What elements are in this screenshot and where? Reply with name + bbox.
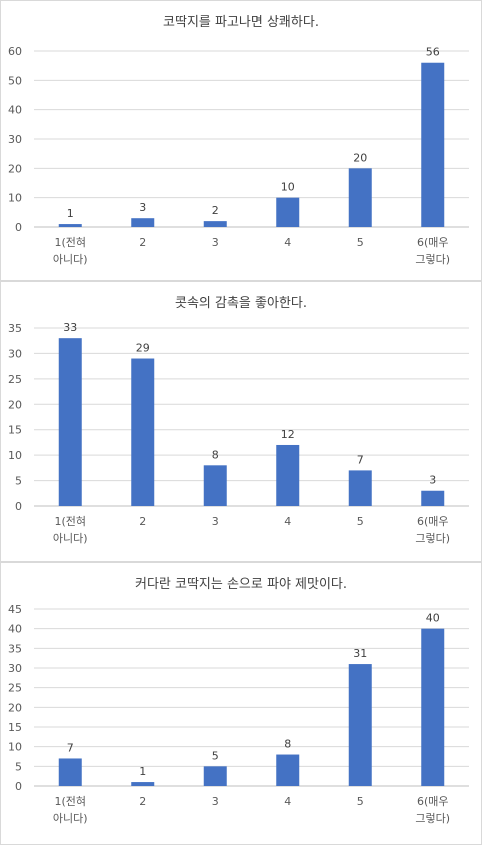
data-label: 10 — [281, 181, 295, 194]
bar — [203, 465, 227, 506]
bar — [421, 62, 445, 227]
data-label: 1 — [139, 765, 146, 778]
y-tick-label: 5 — [15, 475, 22, 488]
y-tick-label: 35 — [8, 642, 22, 655]
chart-panel-3: 커다란 코딱지는 손으로 파야 제맛이다. 0 5 10 15 20 25 30 35 40 45… — [0, 562, 482, 845]
data-label: 1 — [67, 207, 74, 220]
y-tick-label: 20 — [8, 398, 22, 411]
bar — [203, 766, 227, 786]
bar — [348, 168, 372, 227]
bar — [131, 218, 155, 227]
y-tick-label: 0 — [15, 500, 22, 513]
y-tick-label: 35 — [8, 322, 22, 335]
y-tick-label: 50 — [8, 74, 22, 87]
bar — [58, 758, 82, 786]
data-label: 56 — [426, 46, 440, 59]
data-label: 8 — [284, 738, 291, 751]
bar — [58, 224, 82, 227]
x-tick-label: 4 — [284, 236, 291, 249]
bar — [348, 470, 372, 506]
x-tick-label: 3 — [212, 236, 219, 249]
data-label: 31 — [353, 647, 367, 660]
x-tick-label: 4 — [284, 795, 291, 808]
x-tick-label: 그렇다) — [415, 532, 450, 545]
bar — [58, 338, 82, 506]
x-tick-label: 3 — [212, 795, 219, 808]
y-tick-label: 40 — [8, 623, 22, 636]
y-tick-label: 25 — [8, 373, 22, 386]
x-tick-label: 1(전혀 — [54, 795, 86, 808]
data-label: 7 — [357, 453, 364, 466]
chart-title: 콧속의 감촉을 좋아한다. — [175, 296, 307, 311]
y-tick-label: 60 — [8, 45, 22, 58]
chart-panel-2: 콧속의 감촉을 좋아한다. 0 5 10 15 20 25 30 35 33 1(전혀 아니다) 29… — [0, 281, 482, 562]
x-tick-label: 5 — [357, 515, 364, 528]
x-tick-label: 4 — [284, 515, 291, 528]
x-tick-label: 6(매우 — [417, 515, 449, 528]
bar — [276, 197, 300, 227]
x-tick-label: 아니다) — [53, 812, 88, 825]
y-tick-label: 5 — [15, 760, 22, 773]
y-tick-label: 0 — [15, 780, 22, 793]
x-tick-label: 5 — [357, 236, 364, 249]
chart-title: 코딱지를 파고나면 상쾌하다. — [163, 15, 319, 30]
x-tick-label: 2 — [139, 795, 146, 808]
data-label: 8 — [212, 448, 219, 461]
y-tick-label: 20 — [8, 701, 22, 714]
x-tick-label: 그렇다) — [415, 253, 450, 266]
x-tick-label: 5 — [357, 795, 364, 808]
x-tick-label: 6(매우 — [417, 236, 449, 249]
bar — [421, 628, 445, 786]
y-tick-label: 0 — [15, 221, 22, 234]
data-label: 7 — [67, 741, 74, 754]
bar-chart-3: 05101520253035404571(전혀아니다)125384315406(… — [8, 603, 469, 825]
bar — [203, 221, 227, 227]
y-tick-label: 10 — [8, 449, 22, 462]
y-tick-label: 45 — [8, 603, 22, 616]
y-tick-label: 30 — [8, 662, 22, 675]
x-tick-label: 아니다) — [53, 532, 88, 545]
data-label: 5 — [212, 749, 219, 762]
x-tick-label: 1(전혀 — [54, 236, 86, 249]
data-label: 20 — [353, 151, 367, 164]
data-label: 29 — [136, 342, 150, 355]
y-tick-label: 10 — [8, 192, 22, 205]
x-tick-label: 아니다) — [53, 253, 88, 266]
y-tick-label: 30 — [8, 347, 22, 360]
bar — [131, 358, 155, 506]
data-label: 40 — [426, 612, 440, 625]
x-tick-label: 2 — [139, 236, 146, 249]
data-label: 2 — [212, 204, 219, 217]
x-tick-label: 6(매우 — [417, 795, 449, 808]
y-tick-label: 20 — [8, 162, 22, 175]
bar — [276, 444, 300, 506]
bar — [421, 490, 445, 506]
data-label: 3 — [429, 474, 436, 487]
y-tick-label: 15 — [8, 424, 22, 437]
x-tick-label: 2 — [139, 515, 146, 528]
bar — [348, 664, 372, 786]
y-tick-label: 10 — [8, 741, 22, 754]
data-label: 33 — [63, 321, 77, 334]
bar — [276, 754, 300, 786]
y-tick-label: 15 — [8, 721, 22, 734]
y-tick-label: 40 — [8, 104, 22, 117]
chart-title: 커다란 코딱지는 손으로 파야 제맛이다. — [134, 577, 348, 592]
data-label: 3 — [139, 201, 146, 214]
data-label: 12 — [281, 428, 295, 441]
x-tick-label: 3 — [212, 515, 219, 528]
x-tick-label: 그렇다) — [415, 812, 450, 825]
bar — [131, 782, 155, 786]
y-tick-label: 30 — [8, 133, 22, 146]
x-tick-label: 1(전혀 — [54, 515, 86, 528]
y-tick-label: 25 — [8, 682, 22, 695]
